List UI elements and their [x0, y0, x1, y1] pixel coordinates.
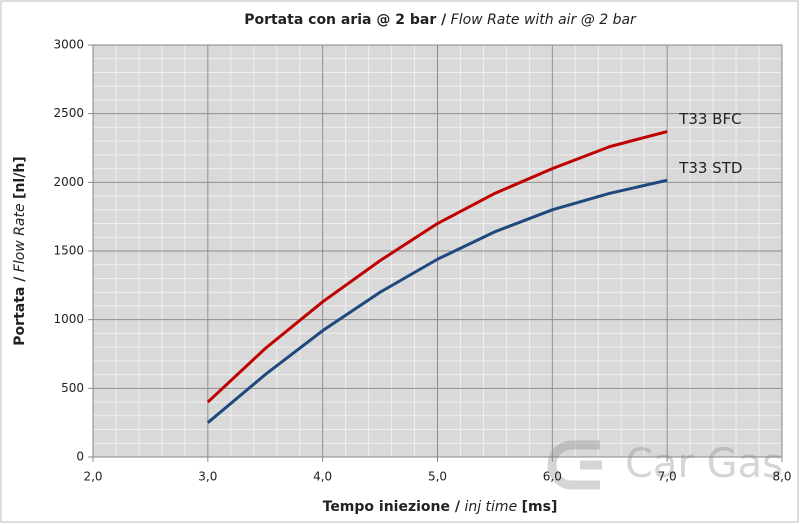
title-main: Portata con aria @ 2 bar / — [244, 12, 447, 28]
x-label-unit: [ms] — [522, 499, 558, 515]
x-tick-label: 4,0 — [313, 470, 332, 484]
y-tick-label: 2500 — [53, 106, 84, 120]
series-label: T33 BFC — [678, 110, 741, 128]
plot-border — [92, 44, 783, 458]
watermark-logo — [547, 440, 602, 490]
y-label-italic: Flow Rate — [12, 203, 28, 272]
x-label-italic: inj time — [464, 499, 517, 515]
series-line — [206, 178, 668, 424]
y-label-unit: [nl/h] — [12, 156, 28, 199]
x-label-main: Tempo iniezione / — [323, 499, 461, 515]
series-line — [206, 130, 668, 404]
title-italic: Flow Rate with air @ 2 bar — [451, 12, 637, 28]
x-tick-label: 2,0 — [83, 470, 102, 484]
watermark: Car Gas — [547, 440, 783, 490]
x-tick-label: 3,0 — [198, 470, 217, 484]
y-tick-label: 0 — [76, 450, 84, 464]
x-axis-label: Tempo iniezione / inj time [ms] — [323, 499, 558, 515]
x-tick-label: 5,0 — [428, 470, 447, 484]
y-tick-label: 3000 — [53, 38, 84, 52]
x-tick-label: 8,0 — [772, 470, 791, 484]
chart-title: Portata con aria @ 2 bar / Flow Rate wit… — [244, 12, 637, 28]
y-tick-label: 500 — [61, 381, 84, 395]
y-tick-label: 1500 — [53, 244, 84, 258]
y-tick-label: 1000 — [53, 312, 84, 326]
x-tick-label: 6,0 — [543, 470, 562, 484]
y-axis-label: Portata / Flow Rate [nl/h] — [12, 156, 28, 345]
y-tick-label: 2000 — [53, 175, 84, 189]
y-label-main: Portata / — [12, 276, 28, 346]
watermark-text: Car Gas — [625, 441, 783, 487]
series-label: T33 STD — [678, 159, 742, 177]
x-tick-label: 7,0 — [658, 470, 677, 484]
